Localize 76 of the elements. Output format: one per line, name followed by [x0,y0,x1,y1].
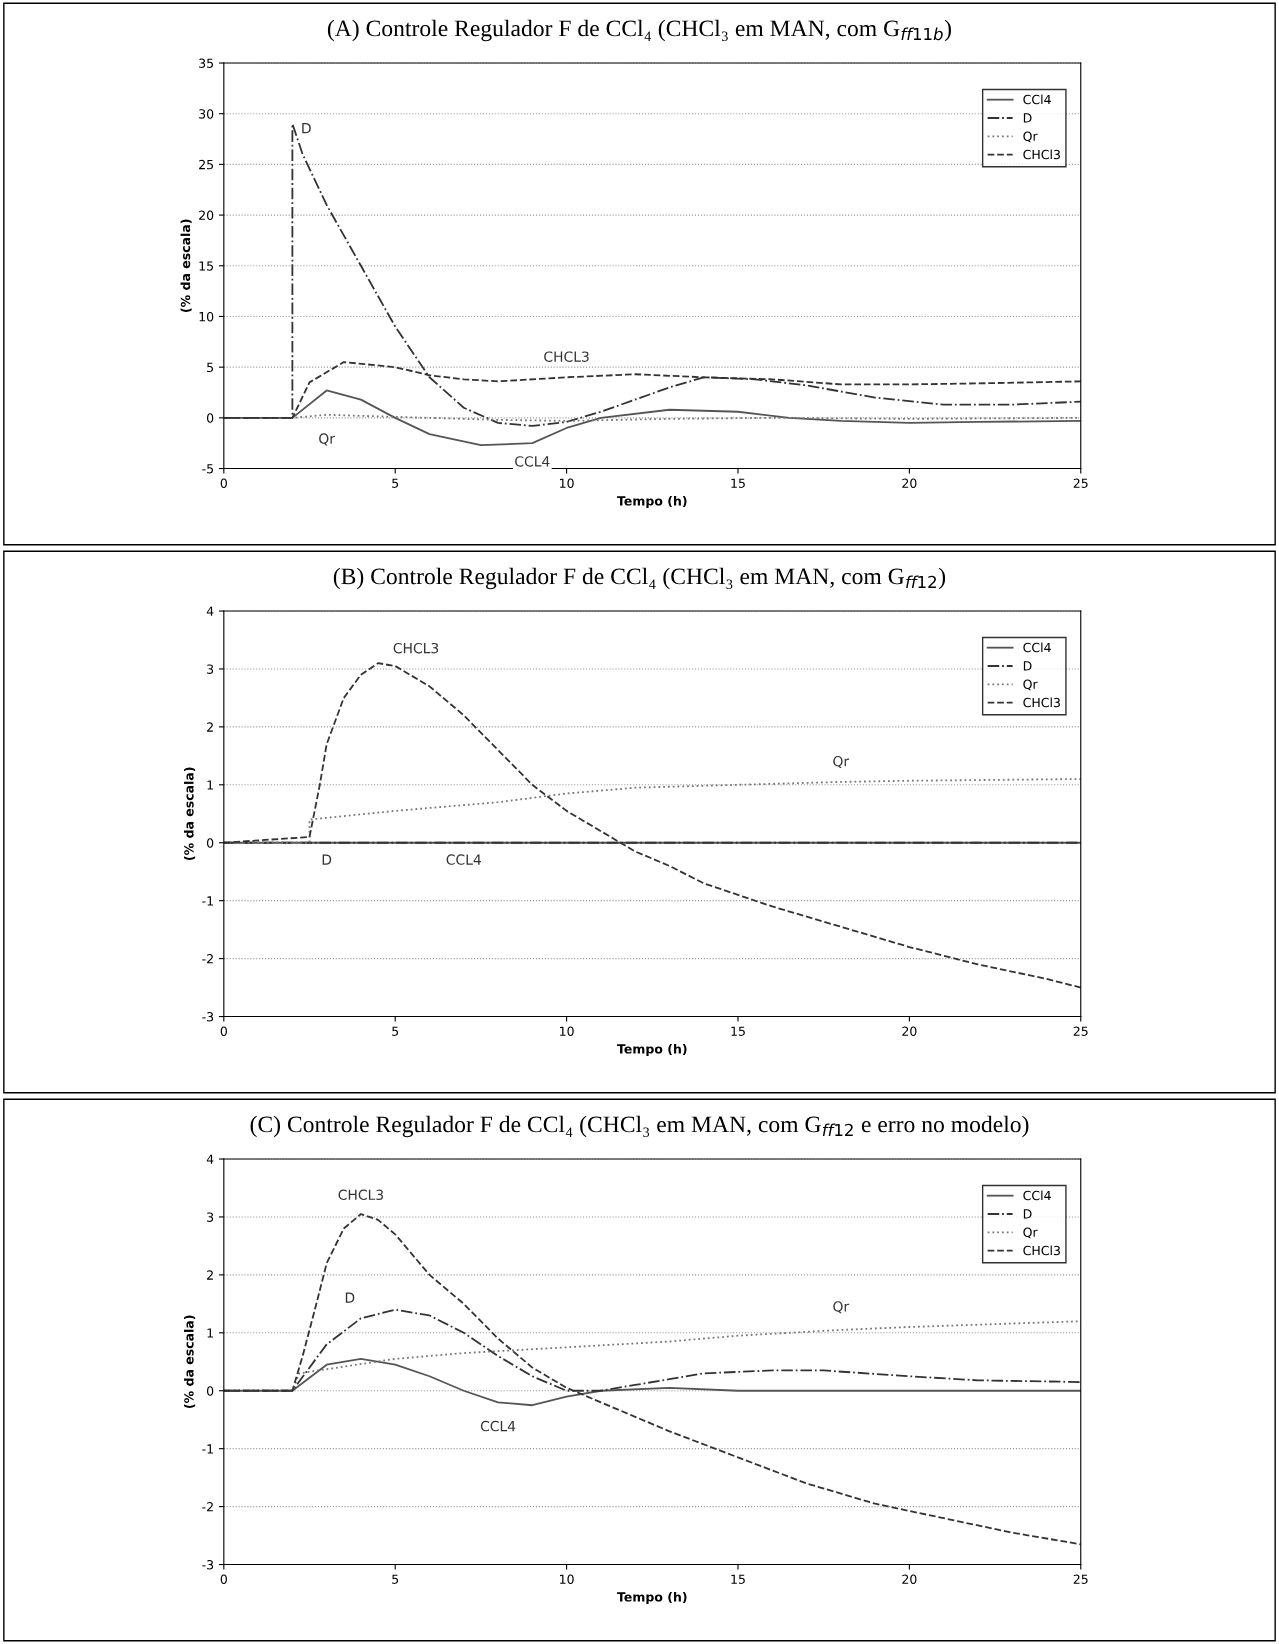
y-tick-label: 2 [207,1270,213,1280]
y-tick-label: 35 [199,58,214,68]
annotation: CHCL3 [338,1189,384,1201]
x-tick-label: 25 [1073,1574,1088,1584]
x-tick-label: 15 [731,478,745,488]
x-tick-label: 5 [392,1574,399,1584]
y-axis-title: (% da escala) [183,1315,196,1408]
annotation: Qr [833,756,850,769]
legend-label: CHCl3 [1023,697,1060,708]
chart-title: (A) Controle Regulador F de CCl₄ (CHCl₃ em MAN, com G$_{ff11b}$) [327,19,951,42]
x-axis-title: Tempo (h) [617,1591,687,1605]
x-tick-label: 20 [902,478,917,488]
legend-label: Qr [1023,679,1038,691]
annotation: CCL4 [480,1420,516,1432]
x-tick-label: 25 [1073,1026,1088,1036]
x-tick-label: 10 [560,1574,574,1584]
legend-label: Qr [1023,1227,1038,1239]
y-tick-label: 20 [199,210,214,221]
y-tick-label: 0 [206,1386,214,1396]
x-tick-label: 15 [731,1574,745,1584]
chart-title: (B) Controle Regulador F de CCl₄ (CHCl₃ em MAN, com G$_{ff12}$) [333,567,946,590]
y-tick-label: -2 [202,1502,213,1512]
legend-label: CCl4 [1023,642,1051,653]
y-tick-label: -2 [202,954,213,964]
x-tick-label: 10 [560,478,574,488]
y-tick-label: 15 [199,261,214,271]
y-tick-label: 2 [207,722,213,732]
y-tick-label: 3 [207,1212,214,1222]
y-tick-label: -3 [202,1012,214,1022]
legend-label: D [1023,1209,1032,1219]
x-tick-label: 15 [731,1026,745,1036]
x-tick-label: 0 [220,478,227,488]
y-tick-label: -1 [202,1444,213,1454]
x-tick-label: 20 [902,1026,917,1036]
y-tick-label: 4 [206,606,214,616]
x-tick-label: 25 [1073,478,1088,488]
y-tick-label: -5 [202,464,214,474]
y-axis-title: (% da escala) [180,219,192,312]
x-tick-label: 20 [902,1574,917,1584]
annotation: CCL4 [515,456,550,467]
x-tick-label: 0 [220,1574,227,1584]
x-axis-title: Tempo (h) [617,495,687,509]
annotation: D [302,123,311,134]
annotation: Qr [833,1301,850,1314]
y-tick-label: -3 [202,1560,214,1570]
legend-label: Qr [1023,131,1038,143]
annotation: D [345,1292,355,1303]
y-tick-label: 4 [206,1154,214,1164]
y-tick-label: 5 [207,362,214,373]
y-tick-label: 10 [199,311,214,322]
y-tick-label: 1 [207,780,213,790]
y-axis-title: (% da escala) [183,767,196,860]
annotation: Qr [319,433,335,446]
y-tick-label: 0 [206,838,214,848]
annotation: CHCL3 [393,642,439,654]
x-axis-title: Tempo (h) [617,1043,687,1057]
x-tick-label: 5 [392,1026,399,1036]
legend-label: CHCl3 [1023,1245,1060,1256]
annotation: CHCL3 [544,351,589,362]
legend-label: D [1023,661,1032,671]
legend-label: CCl4 [1023,1190,1051,1201]
x-tick-label: 5 [392,478,399,488]
y-tick-label: 1 [207,1328,213,1338]
legend-label: CCl4 [1023,94,1051,105]
x-tick-label: 10 [560,1026,574,1036]
annotation: D [322,854,332,865]
legend-label: D [1023,113,1032,123]
annotation: CCL4 [446,854,481,865]
legend-label: CHCl3 [1023,149,1060,160]
y-tick-label: -1 [202,896,213,906]
x-tick-label: 0 [220,1026,227,1036]
y-tick-label: 3 [207,664,214,674]
chart-title: (C) Controle Regulador F de CCl₄ (CHCl₃ em MAN, com G$_{ff12}$ e erro no modelo) [250,1115,1029,1138]
y-tick-label: 30 [199,109,214,119]
y-tick-label: 25 [199,159,214,170]
y-tick-label: 0 [206,413,214,423]
